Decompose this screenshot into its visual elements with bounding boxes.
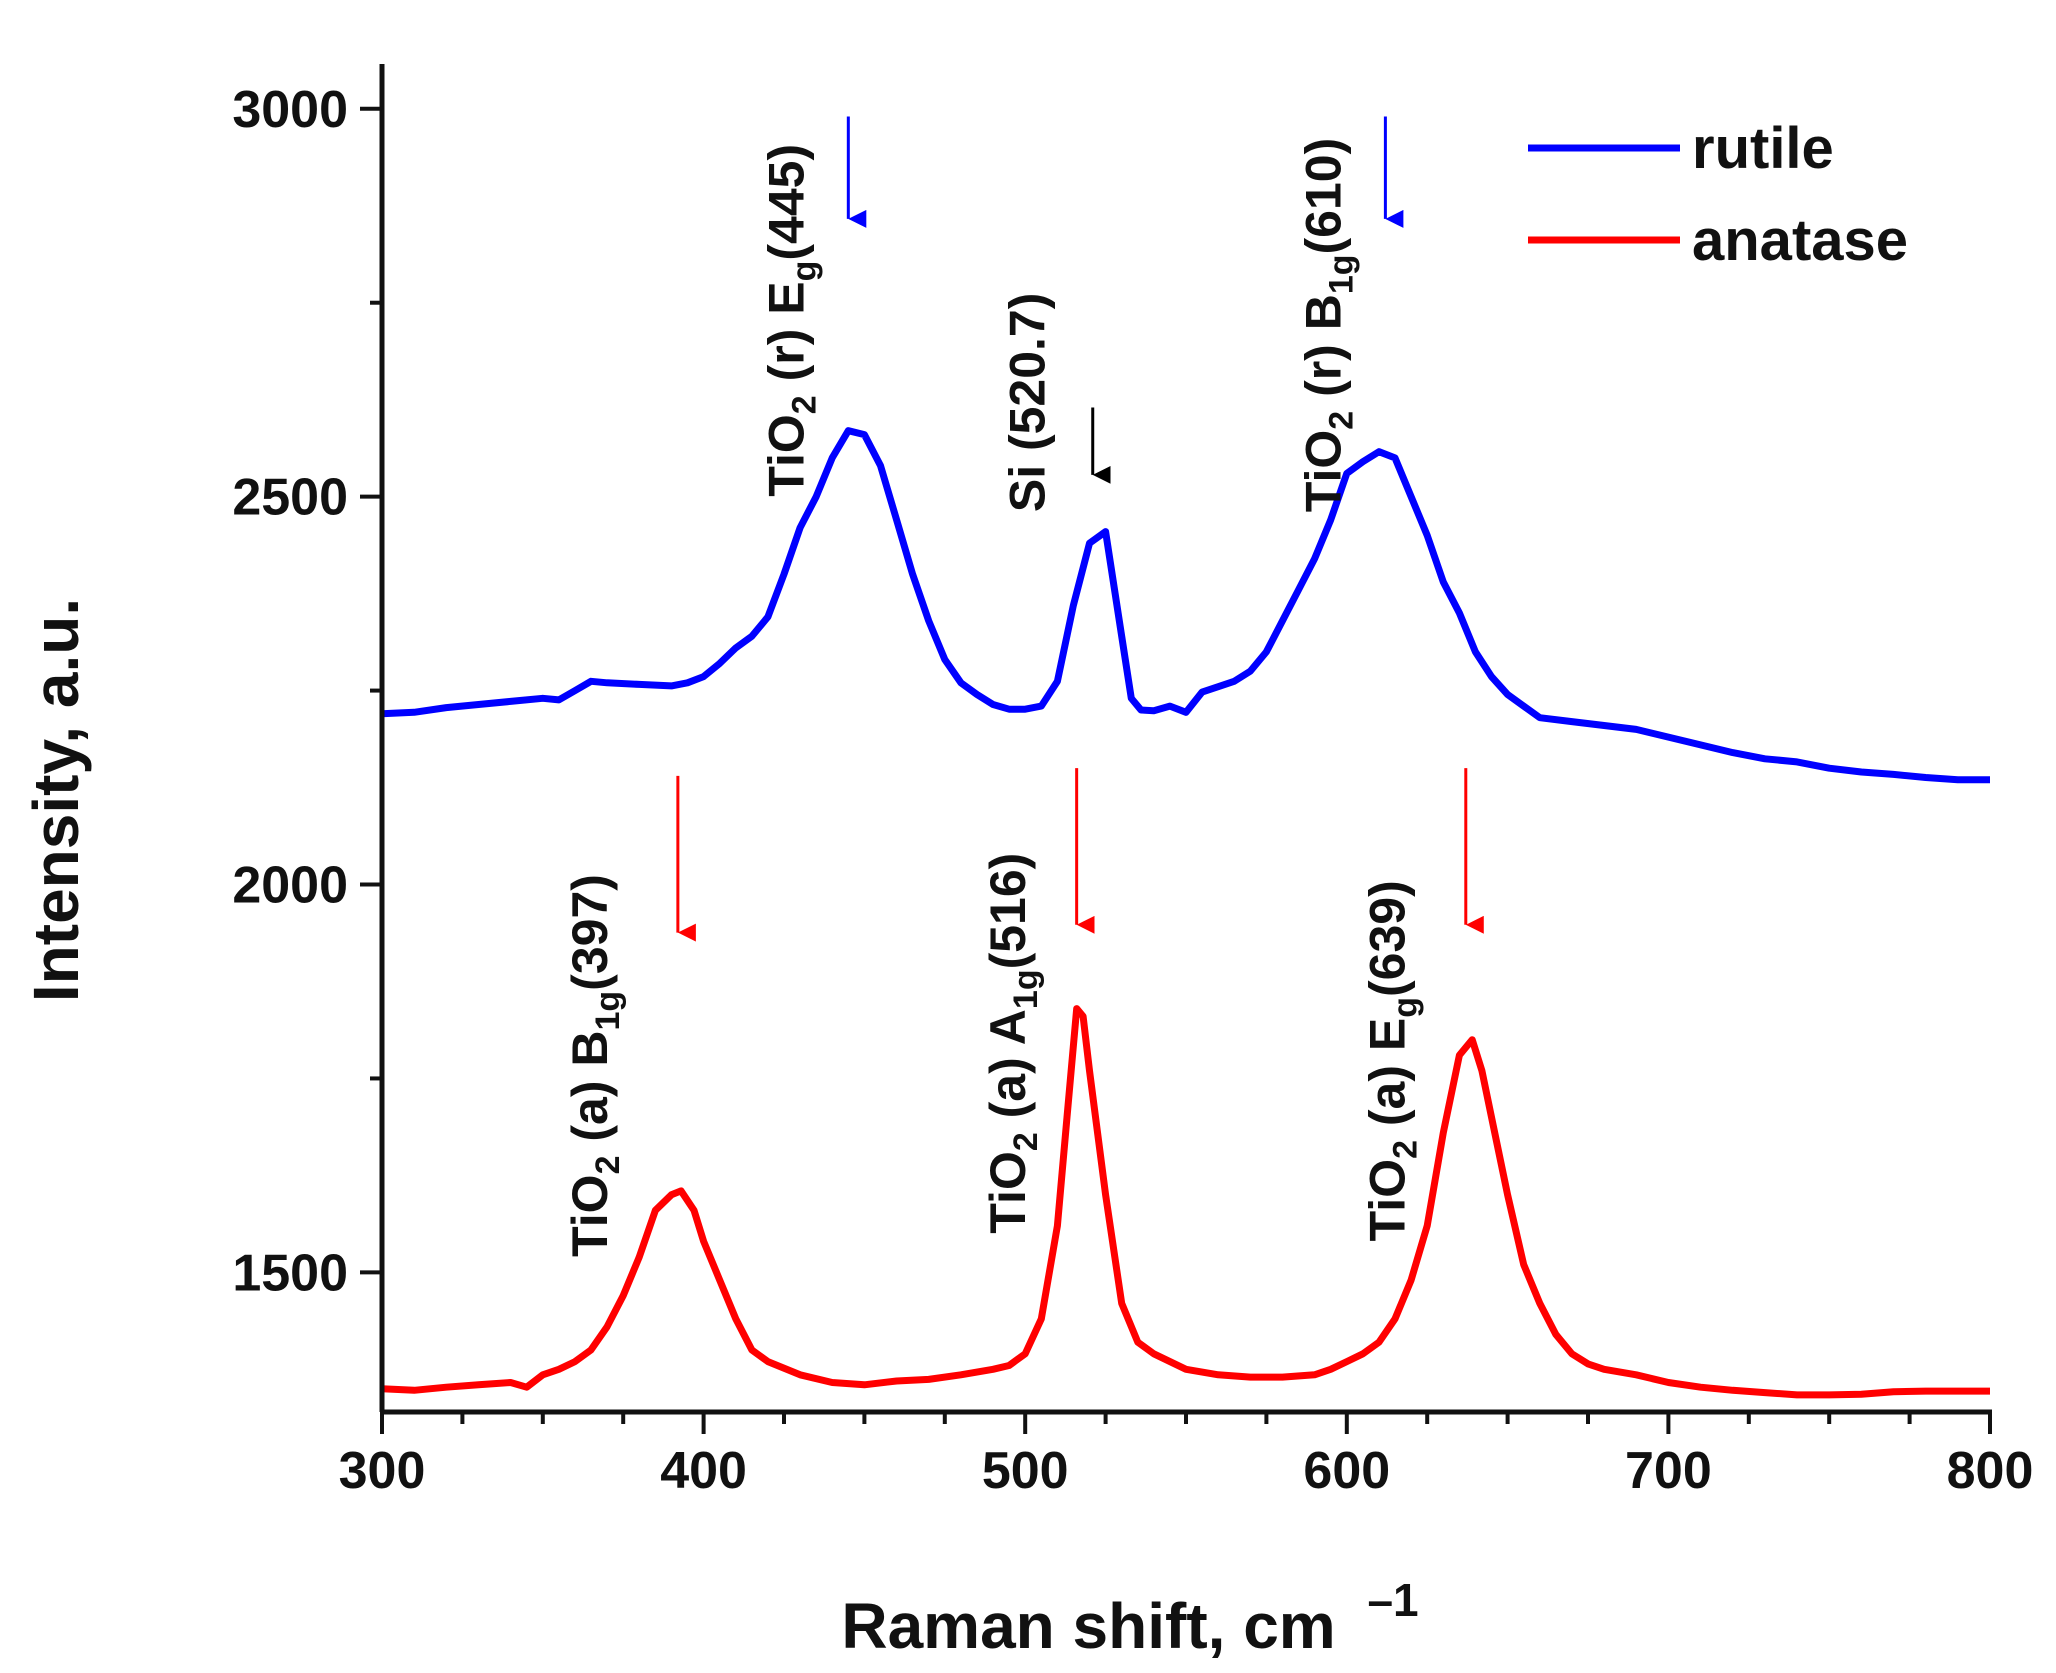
annotation-label: TiO2 (a) A1g(516) (980, 853, 1045, 1234)
y-tick-label: 1500 (232, 1244, 348, 1302)
x-tick-label: 400 (660, 1442, 747, 1500)
legend-label-rutile: rutile (1692, 116, 1834, 181)
y-tick-label: 2000 (232, 857, 348, 915)
x-tick-label: 800 (1947, 1442, 2034, 1500)
annotation-text: (397) (562, 874, 618, 991)
annotation-text: TiO (562, 1174, 618, 1256)
annotation-subscript: 2 (1387, 1140, 1425, 1159)
x-tick-label: 500 (982, 1442, 1069, 1500)
annotation-text: (a) E (1360, 1018, 1416, 1140)
annotation-label: TiO2 (r) Eg(445) (758, 144, 823, 497)
annotation-text: TiO (758, 414, 814, 496)
annotation-text: Si (520.7) (999, 293, 1055, 513)
annotation-text: TiO (1360, 1159, 1416, 1241)
legend-label-anatase: anatase (1692, 208, 1908, 273)
annotation-subscript: 1g (589, 991, 627, 1031)
x-axis-title-superscript: –1 (1367, 1574, 1418, 1626)
annotation-subscript: 1g (1007, 969, 1045, 1009)
x-axis-title-main: Raman shift, cm (841, 1590, 1335, 1662)
annotation-text: (a) A (980, 1009, 1036, 1132)
annotation-text: (r) E (758, 281, 814, 395)
series-line-rutile (381, 427, 1990, 784)
annotation-text: (516) (980, 853, 1036, 970)
annotation-subscript: 2 (785, 395, 823, 414)
series-layer (381, 427, 1990, 1399)
annotation-subscript: 2 (1007, 1132, 1045, 1151)
annotation-label: TiO2 (a) B1g(397) (562, 874, 627, 1257)
annotation-label: Si (520.7) (999, 293, 1055, 513)
annotation-label: TiO2 (a) Eg(639) (1360, 880, 1425, 1241)
x-tick-label: 300 (339, 1442, 426, 1500)
annotation-text: TiO (1295, 430, 1351, 512)
x-tick-label: 700 (1625, 1442, 1712, 1500)
x-axis-title: Raman shift, cm –1 (841, 1574, 1418, 1662)
annotation-subscript: g (1387, 997, 1425, 1018)
annotation-subscript: 2 (589, 1156, 627, 1175)
axes-layer: 300 400 500 600 700 800 1500 2000 2500 3000 (232, 64, 2033, 1500)
x-tick-label: 600 (1303, 1442, 1390, 1500)
y-tick-label: 2500 (232, 469, 348, 527)
annotation-text: (a) B (562, 1031, 618, 1156)
series-line-anatase (381, 1005, 1990, 1399)
annotation-text: (445) (758, 144, 814, 261)
annotation-text: (639) (1360, 880, 1416, 997)
annotation-text: (610) (1295, 138, 1351, 255)
annotation-text: (r) B (1295, 294, 1351, 411)
y-tick-label: 3000 (232, 81, 348, 139)
annotation-subscript: 2 (1322, 411, 1360, 430)
annotation-text: TiO (980, 1151, 1036, 1233)
y-axis-title: Intensity, a.u. (20, 598, 92, 1002)
annotation-layer: TiO2 (r) Eg(445)Si (520.7) TiO2 (r) B1g(6… (562, 116, 1484, 1257)
legend: rutile anatase (1528, 116, 1908, 273)
annotation-subscript: 1g (1322, 254, 1360, 294)
annotation-subscript: g (785, 261, 823, 282)
annotation-label: TiO2 (r) B1g(610) (1295, 138, 1360, 512)
